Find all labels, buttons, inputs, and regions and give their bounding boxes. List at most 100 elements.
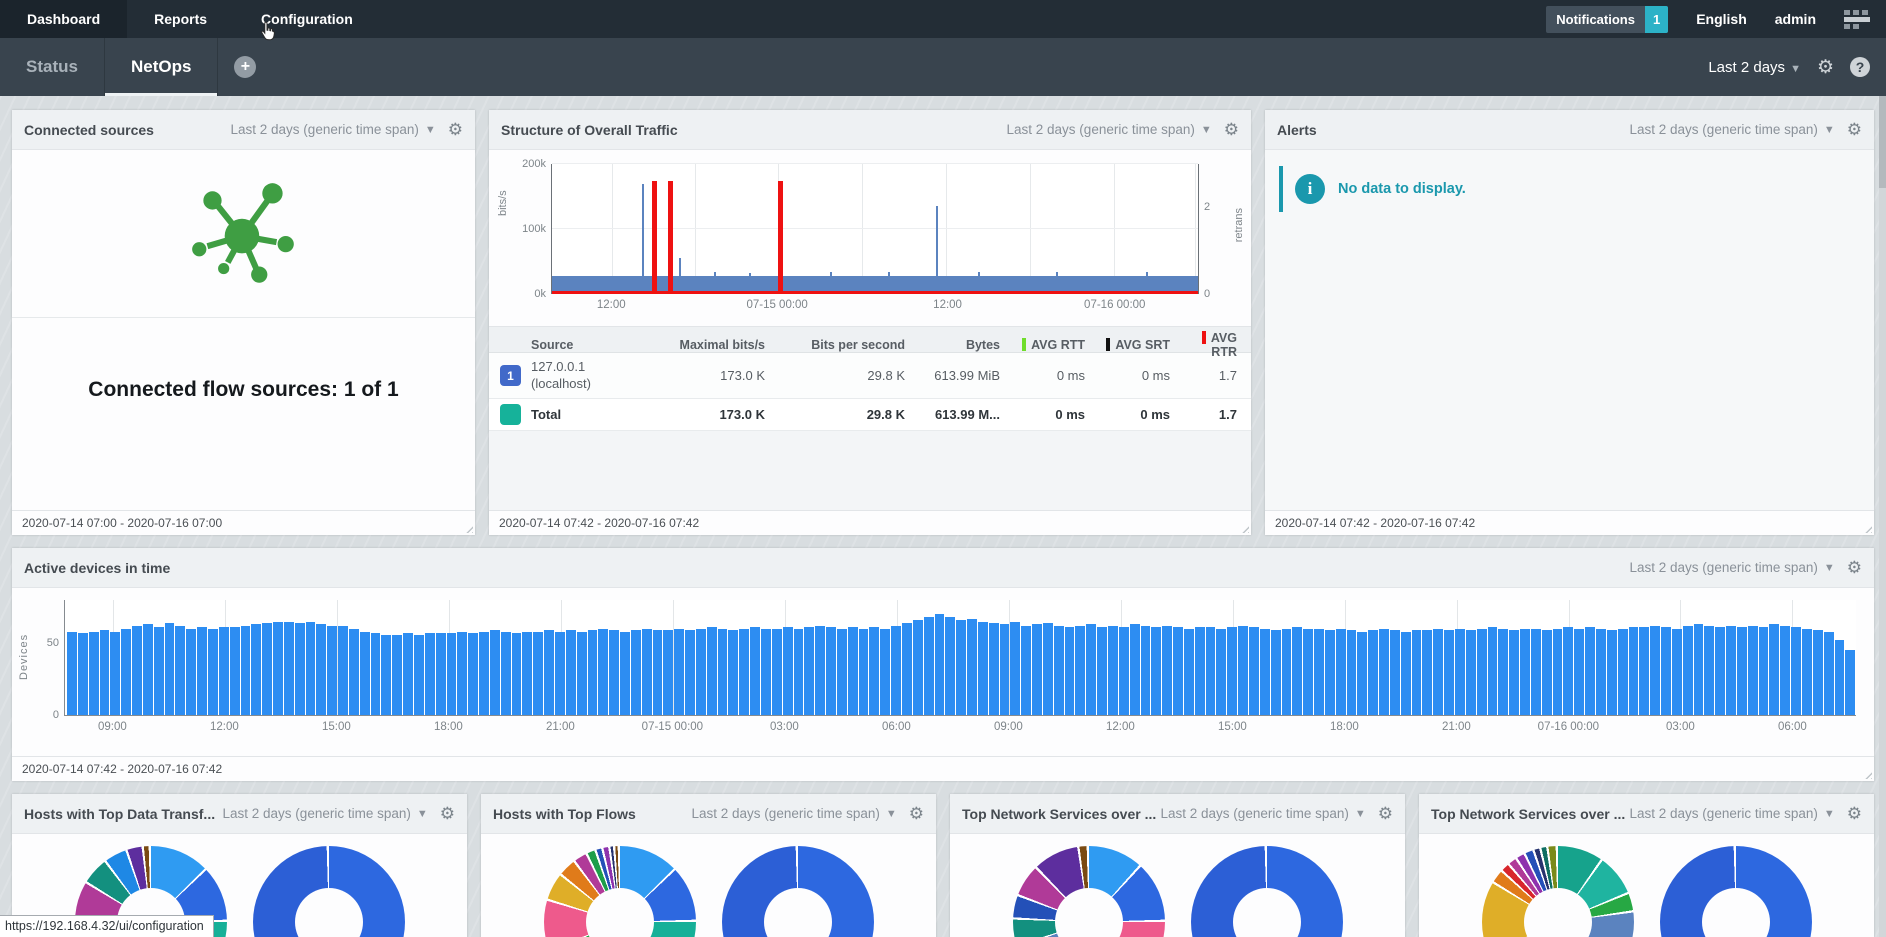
widget-time-range: 2020-07-14 07:42 - 2020-07-16 07:42 bbox=[22, 762, 223, 776]
resize-handle[interactable] bbox=[464, 524, 473, 533]
scrollbar-thumb[interactable] bbox=[1879, 96, 1886, 188]
widget-time-range: 2020-07-14 07:42 - 2020-07-16 07:42 bbox=[1275, 516, 1476, 530]
dashboard-tabs: Status NetOps + bbox=[0, 38, 272, 96]
widget-settings-gear-icon[interactable]: ⚙ bbox=[1223, 119, 1239, 139]
widget-timespan-dropdown[interactable]: Last 2 days (generic time span) bbox=[1629, 560, 1818, 575]
col-maximal[interactable]: Maximal bits/s bbox=[679, 338, 765, 352]
chevron-down-icon: ▼ bbox=[1823, 807, 1835, 820]
widget-timespan-dropdown[interactable]: Last 2 days (generic time span) bbox=[1629, 806, 1818, 821]
main-nav-tabs: Dashboard Reports Configuration bbox=[0, 0, 380, 38]
col-avg-rtr[interactable]: AVG RTR bbox=[1184, 327, 1251, 363]
traffic-x-axis: 12:00 07-15 00:00 12:00 07-16 00:00 bbox=[596, 299, 1146, 311]
donut-chart-right[interactable] bbox=[721, 846, 874, 937]
col-avg-srt[interactable]: AVG SRT bbox=[1099, 334, 1184, 356]
source-cell: Total bbox=[531, 407, 562, 422]
scrollbar[interactable] bbox=[1879, 96, 1886, 937]
rtr-cell: 1.7 bbox=[1218, 407, 1237, 422]
widget-donut-1: Hosts with Top Flows Last 2 days (generic… bbox=[481, 794, 936, 937]
widget-settings-gear-icon[interactable]: ⚙ bbox=[447, 119, 463, 139]
source-badge: 1 bbox=[500, 365, 521, 386]
resize-handle[interactable] bbox=[1240, 524, 1249, 533]
info-accent-bar bbox=[1279, 166, 1283, 212]
resize-handle[interactable] bbox=[1863, 770, 1872, 779]
rtr-color-chip bbox=[1201, 331, 1206, 344]
notifications-label: Notifications bbox=[1556, 11, 1635, 27]
widget-traffic-structure: Structure of Overall Traffic Last 2 days… bbox=[489, 110, 1251, 535]
nav-tab-dashboard[interactable]: Dashboard bbox=[0, 0, 128, 38]
widget-donut-2: Top Network Services over ... Last 2 days… bbox=[950, 794, 1405, 937]
tab-status[interactable]: Status bbox=[0, 38, 105, 96]
source-cell: 127.0.0.1 (localhost) bbox=[531, 359, 591, 391]
connected-sources-message: Connected flow sources: 1 of 1 bbox=[88, 378, 399, 401]
widget-timespan-dropdown[interactable]: Last 2 days (generic time span) bbox=[1160, 806, 1349, 821]
chevron-down-icon: ▼ bbox=[1200, 123, 1212, 136]
user-menu[interactable]: admin bbox=[1774, 11, 1816, 27]
srt-cell: 0 ms bbox=[1141, 368, 1170, 383]
bps-cell: 29.8 K bbox=[866, 407, 905, 422]
donut-chart-left[interactable] bbox=[1012, 846, 1165, 937]
brand-logo-icon[interactable] bbox=[1844, 9, 1870, 29]
dashboard-settings-gear-icon[interactable]: ⚙ bbox=[1816, 56, 1834, 78]
chevron-down-icon: ▼ bbox=[885, 807, 897, 820]
resize-handle[interactable] bbox=[1863, 524, 1872, 533]
info-icon: i bbox=[1295, 174, 1325, 204]
widget-timespan-dropdown[interactable]: Last 2 days (generic time span) bbox=[1629, 122, 1818, 137]
col-bps[interactable]: Bits per second bbox=[811, 338, 905, 352]
widget-settings-gear-icon[interactable]: ⚙ bbox=[1846, 803, 1862, 823]
traffic-plot-area[interactable]: 0k 100k 200k 0 2 bbox=[522, 158, 1211, 300]
widget-timespan-dropdown[interactable]: Last 2 days (generic time span) bbox=[1006, 122, 1195, 137]
language-selector[interactable]: English bbox=[1696, 11, 1747, 27]
table-header-row: Source Maximal bits/s Bits per second By… bbox=[489, 326, 1251, 359]
col-bytes[interactable]: Bytes bbox=[965, 338, 1000, 352]
traffic-chart: bits/s retrans 0k 100k 200k 0 2 12:00 07-15 0… bbox=[489, 150, 1251, 326]
nav-tab-reports[interactable]: Reports bbox=[154, 11, 208, 27]
no-data-message: No data to display. bbox=[1338, 181, 1466, 197]
total-badge bbox=[500, 404, 521, 425]
widget-timespan-dropdown[interactable]: Last 2 days (generic time span) bbox=[222, 806, 411, 821]
nav-tab-configuration[interactable]: Configuration bbox=[261, 11, 353, 27]
global-timespan-dropdown[interactable]: Last 2 days ▼ bbox=[1708, 58, 1801, 76]
widget-title: Connected sources bbox=[24, 121, 154, 138]
widget-settings-gear-icon[interactable]: ⚙ bbox=[1846, 557, 1862, 577]
tab-netops[interactable]: NetOps bbox=[104, 38, 219, 96]
link-preview-tooltip: https://192.168.4.32/ui/configuration bbox=[0, 915, 214, 937]
bps-cell: 29.8 K bbox=[867, 368, 905, 383]
chevron-down-icon: ▼ bbox=[424, 123, 436, 136]
top-nav-bar: Dashboard Reports Configuration Notifica… bbox=[0, 0, 1886, 38]
widget-title: Active devices in time bbox=[24, 559, 171, 576]
dashboard-content: Connected sources Last 2 days (generic t… bbox=[0, 96, 1886, 937]
plus-icon: + bbox=[234, 56, 257, 78]
widget-settings-gear-icon[interactable]: ⚙ bbox=[1377, 803, 1393, 823]
help-icon[interactable]: ? bbox=[1850, 57, 1870, 77]
table-row[interactable]: 1 127.0.0.1 (localhost) 173.0 K 29.8 K 61… bbox=[489, 353, 1251, 399]
flow-sources-hub-icon bbox=[12, 150, 475, 318]
y-axis-label: bits/s bbox=[497, 190, 509, 216]
devices-plot-area[interactable]: 0 50 bbox=[47, 600, 1856, 721]
widget-timespan-dropdown[interactable]: Last 2 days (generic time span) bbox=[691, 806, 880, 821]
table-total-row[interactable]: Total 173.0 K 29.8 K 613.99 M... 0 ms 0 … bbox=[489, 399, 1251, 431]
connected-sources-body: Connected flow sources: 1 of 1 bbox=[12, 318, 475, 510]
donut-chart-left[interactable] bbox=[543, 846, 696, 937]
widget-settings-gear-icon[interactable]: ⚙ bbox=[439, 803, 455, 823]
col-source[interactable]: Source bbox=[531, 338, 574, 352]
donut-chart-right[interactable] bbox=[252, 846, 405, 937]
donut-chart-left[interactable] bbox=[1481, 846, 1634, 937]
add-dashboard-tab-button[interactable]: + bbox=[218, 38, 272, 96]
alerts-body: i No data to display. bbox=[1265, 150, 1874, 510]
widget-timespan-dropdown[interactable]: Last 2 days (generic time span) bbox=[230, 122, 419, 137]
widget-time-range: 2020-07-14 07:00 - 2020-07-16 07:00 bbox=[22, 516, 223, 530]
widget-title: Top Network Services over ... bbox=[1431, 805, 1626, 822]
chevron-down-icon: ▼ bbox=[1823, 561, 1835, 574]
col-avg-rtt[interactable]: AVG RTT bbox=[1014, 334, 1099, 356]
widget-settings-gear-icon[interactable]: ⚙ bbox=[908, 803, 924, 823]
donut-chart-right[interactable] bbox=[1190, 846, 1343, 937]
widget-alerts: Alerts Last 2 days (generic time span) ▼… bbox=[1265, 110, 1874, 535]
maximal-cell: 173.0 K bbox=[719, 407, 765, 422]
widget-title: Hosts with Top Data Transf... bbox=[24, 805, 216, 822]
widget-settings-gear-icon[interactable]: ⚙ bbox=[1846, 119, 1862, 139]
donut-chart-right[interactable] bbox=[1659, 846, 1812, 937]
notifications-button[interactable]: Notifications 1 bbox=[1546, 5, 1669, 33]
chevron-down-icon: ▼ bbox=[1790, 62, 1801, 75]
rtr-cell: 1.7 bbox=[1218, 368, 1237, 383]
devices-x-axis: 09:00 12:00 15:00 18:00 21:00 07-15 00:00 03:0… bbox=[97, 721, 1807, 733]
